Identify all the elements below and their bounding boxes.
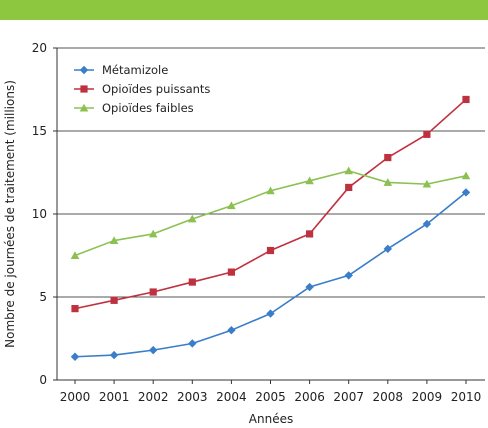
data-point-0-2003: [188, 339, 197, 348]
x-tick-label-2004: 2004: [216, 390, 247, 404]
legend-item-1: Opioïdes puissants: [74, 82, 210, 96]
x-tick-label-2005: 2005: [255, 390, 286, 404]
top-accent-bar: [0, 0, 488, 20]
data-point-2-2008: [383, 178, 393, 186]
data-point-1-2009: [423, 130, 431, 138]
data-point-1-2007: [345, 183, 353, 192]
data-point-1-2010: [462, 95, 470, 104]
data-point-1-2001: [110, 296, 118, 304]
y-tick-label-20: 20: [32, 41, 47, 55]
data-point-1-2002: [149, 288, 157, 296]
data-point-2-2005: [266, 186, 275, 195]
data-point-2-2004: [227, 201, 236, 210]
x-tick-label-2002: 2002: [138, 390, 169, 404]
data-point-0-2002: [149, 345, 158, 355]
legend-label-1: Opioïdes puissants: [102, 82, 210, 96]
x-tick-label-2009: 2009: [412, 390, 443, 404]
data-point-0-2001: [109, 350, 119, 360]
x-tick-label-2007: 2007: [333, 390, 364, 404]
x-tick-label-2000: 2000: [60, 390, 91, 404]
data-point-1-2004: [227, 268, 235, 276]
data-point-2-2002: [148, 229, 158, 238]
legend: Métamizole Opioïdes puissants Opioïdes fai…: [74, 63, 210, 115]
y-tick-labels: 0 5 10 15 20: [32, 41, 57, 387]
data-point-1-2000: [71, 305, 79, 313]
data-point-0-2007: [344, 271, 353, 280]
legend-marker-1: [80, 85, 88, 93]
data-point-2-2003: [188, 214, 197, 223]
data-point-1-2006: [306, 230, 314, 238]
data-point-1-2005: [266, 246, 275, 255]
series-2: [70, 166, 471, 259]
y-tick-label-0: 0: [39, 373, 47, 387]
data-point-2-2009: [422, 179, 432, 188]
y-tick-label-5: 5: [39, 290, 47, 304]
legend-item-0: Métamizole: [74, 63, 168, 77]
legend-label-2: Opioïdes faibles: [102, 101, 194, 115]
data-point-0-2006: [305, 282, 314, 292]
data-point-0-2004: [227, 326, 236, 335]
data-point-2-2010: [461, 171, 471, 180]
x-tick-label-2003: 2003: [177, 390, 208, 404]
series-1: [71, 95, 470, 313]
legend-label-0: Métamizole: [102, 63, 168, 77]
y-tick-label-15: 15: [32, 124, 47, 138]
y-tick-label-10: 10: [32, 207, 47, 221]
data-point-0-2008: [383, 244, 392, 254]
series-0: [70, 188, 471, 361]
x-tick-labels: 2000 2001 2002 2003 2004 2005 2006 2007 2008 2009…: [60, 380, 482, 404]
x-axis-title: Années: [249, 412, 293, 426]
data-point-2-2006: [305, 176, 314, 185]
x-tick-label-2006: 2006: [294, 390, 325, 404]
data-point-1-2008: [384, 153, 392, 162]
data-point-0-2005: [266, 309, 275, 318]
y-axis-title: Nombre de journées de traitement (millio…: [3, 80, 17, 348]
series-line-0: [74, 191, 467, 358]
data-point-1-2003: [188, 278, 196, 286]
legend-item-2: Opioïdes faibles: [74, 101, 194, 115]
x-tick-label-2010: 2010: [451, 390, 482, 404]
data-point-2-2007: [344, 166, 353, 175]
x-tick-label-2001: 2001: [99, 390, 130, 404]
legend-marker-0: [79, 65, 89, 75]
data-point-0-2009: [422, 219, 432, 229]
legend-marker-2: [79, 103, 89, 112]
data-point-0-2000: [70, 352, 80, 361]
data-point-2-2000: [70, 251, 80, 259]
data-point-0-2010: [461, 188, 471, 197]
x-tick-label-2008: 2008: [373, 390, 404, 404]
data-point-2-2001: [109, 236, 119, 244]
series-line-2: [74, 170, 467, 257]
series-lines: [70, 95, 471, 361]
